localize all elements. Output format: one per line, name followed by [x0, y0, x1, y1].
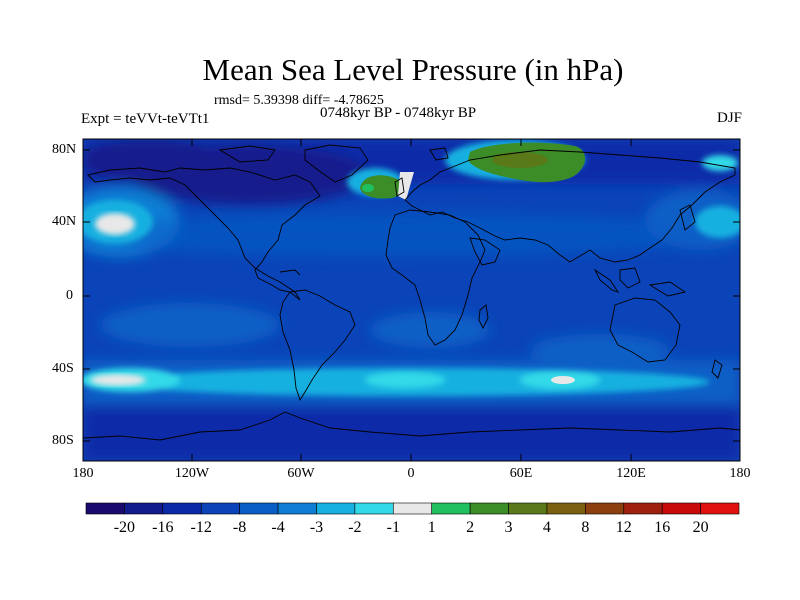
colorbar-swatch	[585, 502, 625, 515]
coast-greenland	[304, 144, 369, 183]
colorbar-tick-label: 3	[504, 519, 513, 536]
coast-antarctica	[83, 411, 740, 441]
lon-label: 180	[729, 466, 751, 481]
coast-new-zealand	[711, 359, 723, 379]
colorbar-swatch	[85, 502, 125, 515]
lon-label: 180	[72, 466, 94, 481]
coast-svalbard	[429, 147, 449, 161]
coast-british-isles	[394, 177, 405, 197]
field-pacific-low	[83, 139, 220, 182]
colorbar-tick-label: -1	[386, 519, 400, 536]
colorbar-swatch	[354, 502, 394, 515]
field-satl-light	[370, 312, 490, 348]
colorbar-tick-label: 1	[427, 519, 436, 536]
colorbar-tick-label: 4	[542, 519, 551, 536]
lon-label: 120E	[616, 466, 646, 481]
experiment-label: Expt = teVVt-teVTt1	[81, 111, 210, 127]
axis-ticks	[83, 139, 740, 461]
lat-label: 80S	[52, 433, 74, 448]
colorbar-swatch	[124, 502, 164, 515]
coast-madagascar	[478, 304, 489, 330]
colorbar-tick-label: 16	[654, 519, 671, 536]
colorbar-swatch	[239, 502, 279, 515]
colorbar	[85, 502, 740, 515]
colorbar-swatch	[661, 502, 701, 515]
season-label: DJF	[716, 110, 742, 126]
coast-caribbean	[279, 269, 301, 276]
coast-arabia	[469, 237, 501, 266]
colorbar-tick-label: -4	[271, 519, 285, 536]
coast-south-america	[279, 289, 356, 402]
coast-sumatra	[593, 268, 620, 293]
field-ind-light	[530, 334, 670, 366]
colorbar-tick-label: 20	[692, 519, 709, 536]
colorbar-tick-label: 8	[581, 519, 590, 536]
field-nh-band	[83, 213, 730, 257]
colorbar-tick-label: -3	[309, 519, 324, 536]
colorbar-tick-label: -8	[232, 519, 247, 536]
colorbar-tick-label: -20	[113, 519, 136, 536]
plot-title: Mean Sea Level Pressure (in hPa)	[202, 52, 624, 87]
field-europe-positive	[360, 175, 403, 199]
coastlines	[83, 144, 740, 441]
lat-label: 40N	[52, 214, 77, 229]
lon-label: 0	[407, 466, 415, 481]
period-label: 0748kyr BP - 0748kyr BP	[320, 105, 477, 121]
field-sind-zero	[551, 376, 575, 384]
field-europe-bright	[362, 184, 374, 192]
coast-japan	[679, 204, 696, 231]
lat-label: 0	[66, 288, 73, 303]
colorbar-tick-label: 12	[615, 519, 632, 536]
field-antarctic-band	[83, 405, 740, 461]
colorbar-swatch	[700, 502, 740, 515]
field-npac-cyan2	[695, 206, 740, 238]
field-siberia-olive	[492, 152, 548, 168]
field-npac-zero	[95, 213, 135, 235]
coast-africa	[385, 209, 486, 346]
lat-label: 40S	[52, 361, 74, 376]
colorbar-tick-label: -12	[190, 519, 212, 536]
colorbar-tick-label: 2	[466, 519, 475, 536]
colorbar-swatch	[431, 502, 471, 515]
colorbar-swatch	[508, 502, 548, 515]
colorbar-tick-label: -16	[152, 519, 174, 536]
colorbar-swatch	[469, 502, 509, 515]
lat-label: 80N	[52, 142, 77, 157]
colorbar-swatch	[623, 502, 663, 515]
colorbar-swatch	[277, 502, 317, 515]
colorbar-swatch	[546, 502, 586, 515]
lon-label: 60W	[287, 466, 315, 481]
colorbar-swatch	[392, 502, 433, 515]
coast-new-guinea	[648, 281, 687, 297]
coast-north-america	[87, 167, 321, 301]
coast-eurasia	[404, 149, 736, 263]
colorbar-swatch	[316, 502, 356, 515]
stats-text: rmsd= 5.39398 diff= -4.78625	[214, 93, 384, 108]
field-spac-light	[100, 303, 280, 347]
lon-label: 60E	[509, 466, 533, 481]
coast-borneo	[619, 267, 641, 289]
lon-label: 120W	[174, 466, 210, 481]
field-southern-cyan4	[365, 372, 445, 388]
coast-australia	[609, 297, 681, 363]
colorbar-swatch	[162, 502, 202, 515]
colorbar-tick-label: -2	[348, 519, 362, 536]
coast-arctic-islands	[218, 145, 276, 163]
field-spac-zero	[90, 374, 146, 386]
colorbar-swatch	[200, 502, 240, 515]
